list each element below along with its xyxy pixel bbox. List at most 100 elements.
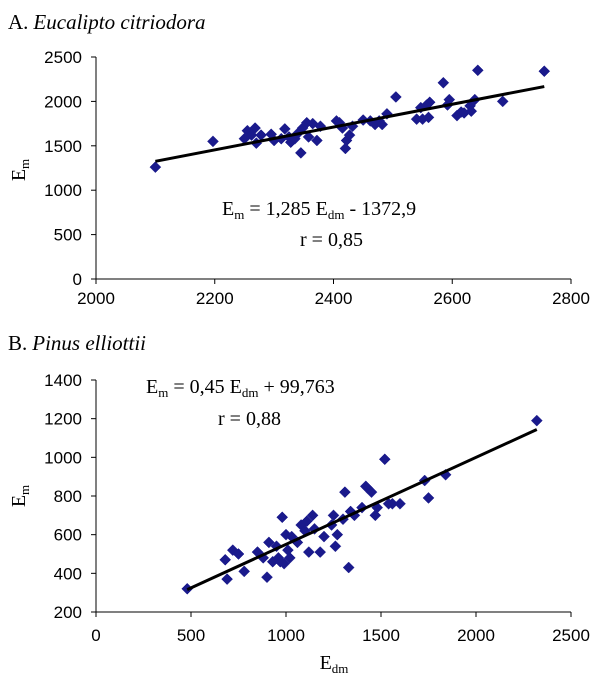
panel-a-data-point xyxy=(422,111,435,124)
panel-a-species: Eucalipto citriodora xyxy=(32,10,205,34)
panel-b-data-point xyxy=(263,536,275,549)
panel-b-eq-lhs-sub: m xyxy=(158,385,168,400)
panel-a-y-tick-label: 0 xyxy=(73,270,82,289)
panel-a-data-point xyxy=(207,135,219,148)
panel-b-equation: Em = 0,45 Edm + 99,763 xyxy=(146,376,335,400)
panel-b-data-point xyxy=(221,573,233,585)
panel-a: A. Eucalipto citriodora Em 0 500 1000 1500 20… xyxy=(8,10,590,308)
panel-b-eq-lhs: E xyxy=(146,376,158,398)
panel-a-eq-lhs: E xyxy=(222,198,234,220)
panel-a-ylabel-main: E xyxy=(8,169,30,181)
panel-a-x-tick-label: 2800 xyxy=(552,289,590,308)
panel-b-data-point xyxy=(301,515,313,527)
panel-a-y-tick-label: 1500 xyxy=(44,137,82,156)
panel-a-data-point xyxy=(376,118,389,131)
panel-b-xlabel-sub: dm xyxy=(332,661,349,676)
panel-b-data-point xyxy=(232,548,245,560)
panel-b-data-point xyxy=(306,509,319,522)
panel-a-ylabel-sub: m xyxy=(17,159,32,169)
panel-b-x-ticks: 0 500 1000 1500 2000 2500 xyxy=(91,612,590,645)
panel-b-data-point xyxy=(369,509,382,522)
panel-b-x-tick-label: 500 xyxy=(177,626,205,645)
panel-b-data-point xyxy=(342,561,355,574)
panel-a-data-point xyxy=(471,64,484,77)
panel-b-data-point xyxy=(261,571,273,584)
panel-a-equation: Em = 1,285 Edm - 1372,9 xyxy=(222,198,416,222)
panel-b-eq-rhs1: = 0,45 E xyxy=(168,376,242,398)
panel-a-data-point xyxy=(149,161,162,173)
panel-a-eq-rhs2: - 1372,9 xyxy=(344,198,416,220)
panel-a-ylabel: Em xyxy=(8,159,32,181)
panel-a-points xyxy=(149,64,551,173)
panel-a-data-point xyxy=(311,134,323,147)
panel-b-data-point xyxy=(339,486,351,498)
panel-b-eq-rhs1-sub: dm xyxy=(242,385,259,400)
panel-a-title: A. Eucalipto citriodora xyxy=(8,10,206,34)
panel-b-data-point xyxy=(422,492,435,504)
panel-a-r-value: r = 0,85 xyxy=(300,229,363,251)
panel-a-data-point xyxy=(302,131,315,143)
panel-b-data-point xyxy=(329,540,342,553)
panel-b-data-point xyxy=(238,565,251,578)
panel-a-data-point xyxy=(278,123,291,135)
panel-a-data-point xyxy=(437,76,450,89)
panel-b-x-tick-label: 0 xyxy=(91,626,100,645)
panel-a-data-point xyxy=(343,129,356,141)
panel-a-eq-lhs-sub: m xyxy=(234,207,244,222)
panel-b-ylabel: Em xyxy=(8,485,32,507)
panel-b-y-tick-label: 800 xyxy=(54,487,82,506)
panel-b-y-tick-label: 400 xyxy=(54,564,82,583)
panel-b-prefix: B. xyxy=(8,331,27,355)
panel-b-trend-line xyxy=(186,428,538,591)
panel-b-y-tick-label: 1400 xyxy=(44,371,82,390)
panel-b-ylabel-main: E xyxy=(8,495,30,507)
panel-b-data-point xyxy=(276,511,289,524)
panel-b-data-point xyxy=(331,528,344,541)
panel-a-data-point xyxy=(294,147,307,159)
panel-a-y-ticks: 0 500 1000 1500 2000 2500 xyxy=(44,48,96,289)
panel-a-y-tick-label: 2500 xyxy=(44,48,82,67)
panel-b-x-tick-label: 1000 xyxy=(267,626,305,645)
panel-b-data-point xyxy=(219,553,232,566)
panel-a-data-point xyxy=(306,117,319,130)
panel-b-y-tick-label: 1000 xyxy=(44,448,82,467)
panel-a-data-point xyxy=(496,95,509,108)
panel-a-data-point xyxy=(389,91,402,103)
panel-a-eq-rhs1-sub: dm xyxy=(328,207,345,222)
panel-b-r-value: r = 0,88 xyxy=(218,408,281,430)
panel-b-title: B. Pinus elliottii xyxy=(8,331,146,355)
panel-b-species: Pinus elliottii xyxy=(31,331,146,355)
panel-b-data-point xyxy=(302,546,315,558)
panel-b-ylabel-sub: m xyxy=(17,485,32,495)
panel-a-y-tick-label: 500 xyxy=(54,226,82,245)
panel-b-y-tick-label: 1200 xyxy=(44,410,82,429)
panel-b: B. Pinus elliottii Em Edm 200 400 600 800 100… xyxy=(8,331,590,676)
panel-a-trend-line xyxy=(155,85,545,163)
panel-a-eq-rhs1: = 1,285 E xyxy=(244,198,328,220)
panel-a-x-ticks: 2000 2200 2400 2600 2800 xyxy=(77,279,590,308)
panel-a-y-tick-label: 2000 xyxy=(44,92,82,111)
panel-a-x-tick-label: 2000 xyxy=(77,289,115,308)
panel-b-data-point xyxy=(394,497,406,510)
panel-a-data-point xyxy=(465,105,478,118)
panel-a-x-tick-label: 2400 xyxy=(315,289,353,308)
panel-b-y-tick-label: 600 xyxy=(54,526,82,545)
panel-b-y-tick-label: 200 xyxy=(54,603,82,622)
panel-b-data-point xyxy=(365,486,378,498)
panel-b-x-tick-label: 2500 xyxy=(552,626,590,645)
panel-a-data-point xyxy=(249,122,261,134)
panel-b-xlabel: Edm xyxy=(320,652,349,676)
panel-b-xlabel-main: E xyxy=(320,652,332,674)
panel-a-data-point xyxy=(314,120,327,133)
panel-b-data-point xyxy=(314,546,327,558)
panel-b-eq-rhs2: + 99,763 xyxy=(258,376,334,398)
panel-a-data-point xyxy=(339,142,352,155)
panel-b-data-point xyxy=(318,530,330,543)
panel-b-y-ticks: 200 400 600 800 1000 1200 1400 xyxy=(44,371,96,622)
panel-a-x-tick-label: 2200 xyxy=(196,289,234,308)
panel-b-data-point xyxy=(278,557,290,570)
panel-a-data-point xyxy=(538,65,551,78)
panel-b-data-point xyxy=(283,552,296,564)
panel-b-data-point xyxy=(530,414,543,427)
